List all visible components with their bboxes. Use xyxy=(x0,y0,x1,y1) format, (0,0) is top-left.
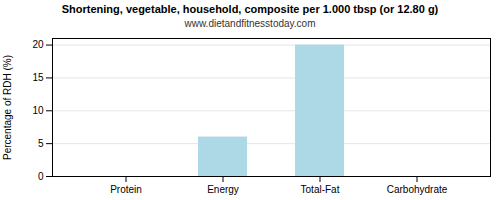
svg-text:Percentage of RDH (%): Percentage of RDH (%) xyxy=(2,55,13,160)
html-text:www.dietandfitnesstoday.com: www.dietandfitnesstoday.com xyxy=(184,18,316,29)
svg-text:15: 15 xyxy=(32,72,44,83)
svg-text:0: 0 xyxy=(38,171,44,182)
svg-text:Energy: Energy xyxy=(207,184,239,195)
svg-text:Carbohydrate: Carbohydrate xyxy=(387,184,448,195)
svg-text:20: 20 xyxy=(32,39,44,50)
svg-text:10: 10 xyxy=(32,105,44,116)
html-text:Shortening, vegetable, househo: Shortening, vegetable, household, compos… xyxy=(61,3,439,15)
svg-text:Total-Fat: Total-Fat xyxy=(301,184,340,195)
svg-text:5: 5 xyxy=(38,138,44,149)
svg-text:Protein: Protein xyxy=(110,184,142,195)
